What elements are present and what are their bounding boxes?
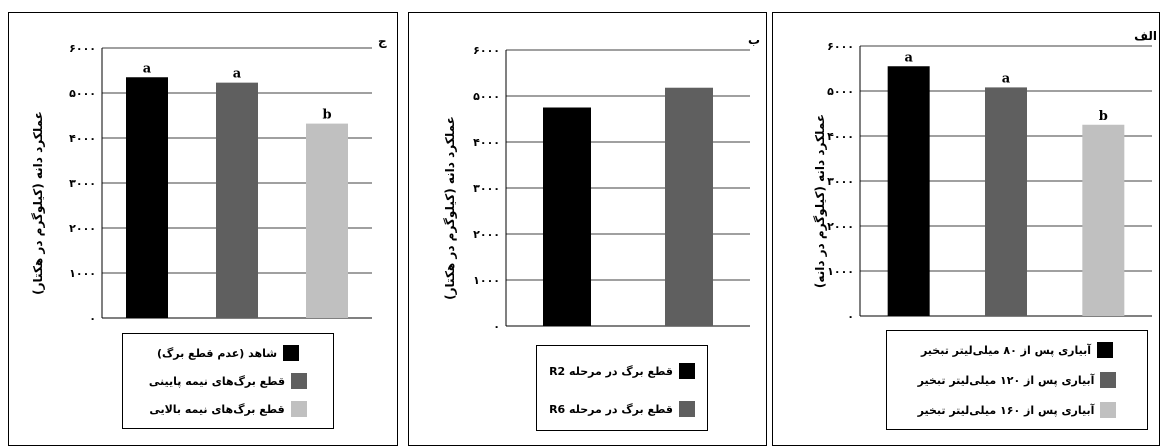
legend-label: قطع برگ در مرحله R6 xyxy=(549,402,673,416)
y-tick-label: ۵۰۰۰ xyxy=(69,87,96,100)
legend-c: شاهد (عدم قطع برگ) قطع برگ‌های نیمه پایی… xyxy=(122,333,334,429)
legend-item: قطع برگ‌های نیمه پایینی xyxy=(123,372,333,390)
y-tick-label: ۰ xyxy=(89,312,96,325)
y-tick-label: ۶۰۰۰ xyxy=(827,40,854,53)
legend-item: آبیاری پس از ۱۲۰ میلی‌لیتر تبخیر xyxy=(887,371,1147,389)
y-tick-label: ۵۰۰۰ xyxy=(827,85,854,98)
legend-label: آبیاری پس از ۸۰ میلی‌لیتر تبخیر xyxy=(920,343,1092,357)
significance-label: b xyxy=(1099,109,1108,124)
y-tick-label: ۳۰۰۰ xyxy=(827,175,854,188)
bar xyxy=(126,77,168,318)
significance-label: a xyxy=(904,50,913,65)
legend-a: آبیاری پس از ۸۰ میلی‌لیتر تبخیر آبیاری پ… xyxy=(886,330,1148,430)
chart-panel-a: ۰ ۱۰۰۰ ۲۰۰۰ ۳۰۰۰ ۴۰۰۰ ۵۰۰۰ ۶۰۰۰ a a b عملکرد دانه … xyxy=(772,0,1160,446)
legend-item: آبیاری پس از ۸۰ میلی‌لیتر تبخیر xyxy=(887,341,1147,359)
legend-swatch-black xyxy=(1097,342,1114,358)
y-axis-label: عملکرد دانه (کیلوگرم در دانه) xyxy=(813,114,828,288)
panel-label: ب xyxy=(748,33,760,47)
bar xyxy=(665,87,713,326)
legend-label: آبیاری پس از ۱۶۰ میلی‌لیتر تبخیر xyxy=(917,403,1095,417)
y-tick-label: ۰ xyxy=(847,310,854,323)
y-tick-label: ۴۰۰۰ xyxy=(69,132,96,145)
y-tick-label: ۱۰۰۰ xyxy=(827,265,854,278)
panel-label: الف xyxy=(1134,29,1157,43)
legend-swatch-light-gray xyxy=(290,401,307,417)
bar-chart-c: ۰ ۱۰۰۰ ۲۰۰۰ ۳۰۰۰ ۴۰۰۰ ۵۰۰۰ ۶۰۰۰ a a b عملکرد دانه … xyxy=(31,34,387,325)
bar xyxy=(216,82,258,319)
y-tick-label: ۲۰۰۰ xyxy=(69,222,96,235)
y-tick-label: ۲۰۰۰ xyxy=(827,220,854,233)
legend-label: قطع برگ‌های نیمه پایینی xyxy=(148,374,286,388)
chart-panel-c: ۰ ۱۰۰۰ ۲۰۰۰ ۳۰۰۰ ۴۰۰۰ ۵۰۰۰ ۶۰۰۰ a a b عملکرد دانه … xyxy=(0,0,400,446)
legend-b: قطع برگ در مرحله R2 قطع برگ در مرحله R6 xyxy=(536,345,708,431)
significance-label: a xyxy=(143,61,152,76)
legend-label: شاهد (عدم قطع برگ) xyxy=(156,346,278,360)
legend-label: قطع برگ در مرحله R2 xyxy=(549,364,673,378)
y-tick-label: ۳۰۰۰ xyxy=(473,182,500,195)
significance-label: a xyxy=(1002,71,1011,86)
legend-item: آبیاری پس از ۱۶۰ میلی‌لیتر تبخیر xyxy=(887,401,1147,419)
panel-label: ج xyxy=(378,34,387,48)
chart-panel-b: ۰ ۱۰۰۰ ۲۰۰۰ ۳۰۰۰ ۴۰۰۰ ۵۰۰۰ ۶۰۰۰ عملکرد دانه (کی… xyxy=(408,0,767,446)
y-tick-label: ۶۰۰۰ xyxy=(69,42,96,55)
bar-chart-b: ۰ ۱۰۰۰ ۲۰۰۰ ۳۰۰۰ ۴۰۰۰ ۵۰۰۰ ۶۰۰۰ عملکرد دانه (کی… xyxy=(443,33,760,333)
legend-swatch-black xyxy=(283,345,300,361)
y-tick-label: ۶۰۰۰ xyxy=(473,44,500,57)
bar xyxy=(1082,124,1125,316)
legend-swatch-dark-gray xyxy=(678,401,695,417)
legend-item: شاهد (عدم قطع برگ) xyxy=(123,344,333,362)
y-tick-label: ۱۰۰۰ xyxy=(69,267,96,280)
legend-swatch-black xyxy=(678,363,695,379)
legend-item: قطع برگ در مرحله R2 xyxy=(537,362,707,380)
y-axis-label: عملکرد دانه (کیلوگرم در هکتار) xyxy=(443,116,458,300)
legend-item: قطع برگ‌های نیمه بالایی xyxy=(123,400,333,418)
y-tick-label: ۰ xyxy=(493,320,500,333)
y-tick-label: ۲۰۰۰ xyxy=(473,228,500,241)
y-tick-label: ۳۰۰۰ xyxy=(69,177,96,190)
legend-item: قطع برگ در مرحله R6 xyxy=(537,400,707,418)
y-tick-label: ۱۰۰۰ xyxy=(473,274,500,287)
bar xyxy=(543,107,591,326)
legend-swatch-dark-gray xyxy=(291,373,308,389)
y-axis-label: عملکرد دانه (کیلوگرم در هکتار) xyxy=(31,111,46,295)
bar-chart-a: ۰ ۱۰۰۰ ۲۰۰۰ ۳۰۰۰ ۴۰۰۰ ۵۰۰۰ ۶۰۰۰ a a b عملکرد دانه … xyxy=(813,29,1157,323)
significance-label: a xyxy=(233,67,242,82)
y-tick-label: ۴۰۰۰ xyxy=(473,136,500,149)
significance-label: b xyxy=(322,108,331,123)
legend-swatch-dark-gray xyxy=(1100,372,1117,388)
bar xyxy=(985,87,1027,317)
y-tick-label: ۴۰۰۰ xyxy=(827,130,854,143)
bar xyxy=(887,66,930,316)
legend-swatch-light-gray xyxy=(1100,402,1117,418)
bar xyxy=(306,123,348,318)
legend-label: آبیاری پس از ۱۲۰ میلی‌لیتر تبخیر xyxy=(917,373,1095,387)
legend-label: قطع برگ‌های نیمه بالایی xyxy=(149,402,285,416)
y-tick-label: ۵۰۰۰ xyxy=(473,90,500,103)
